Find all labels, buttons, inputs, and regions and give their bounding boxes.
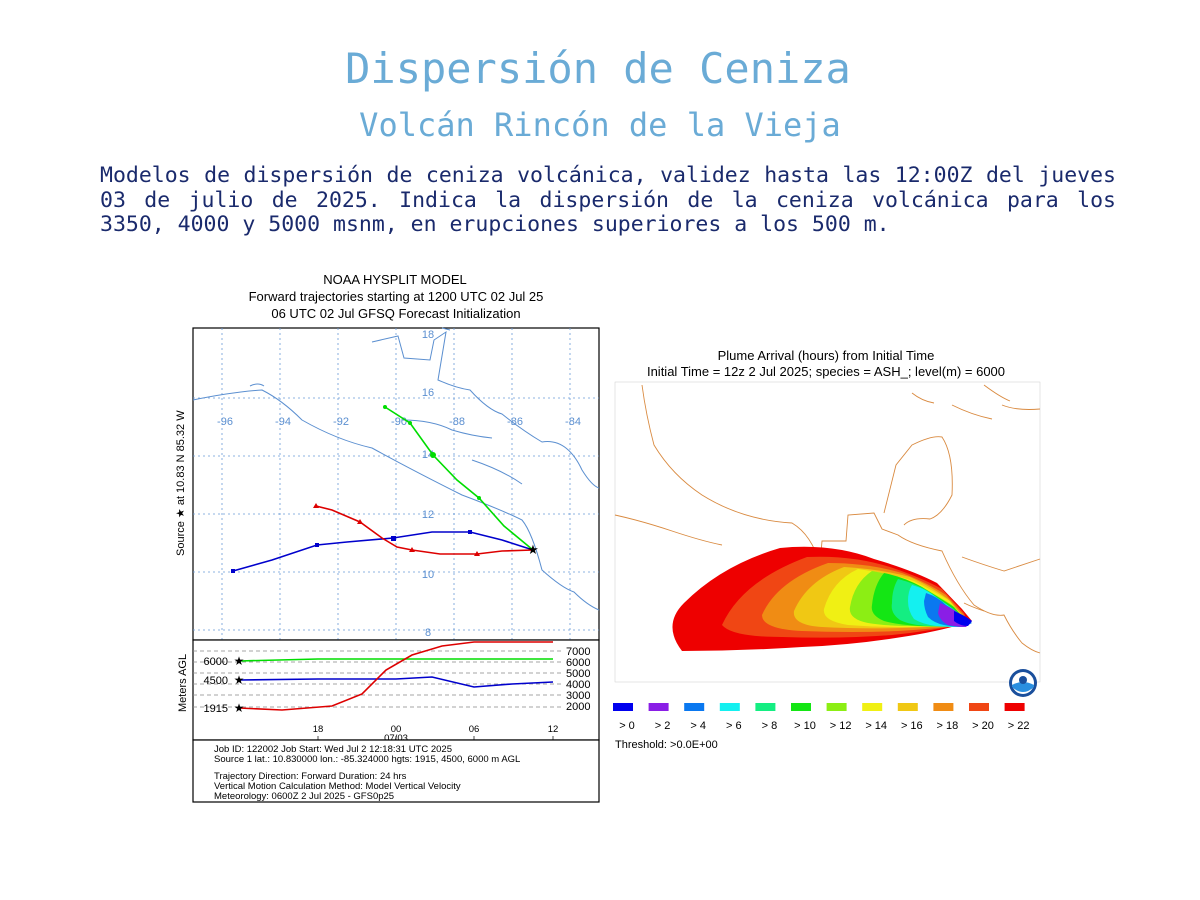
lat-label-18: 18 (422, 329, 434, 341)
legend-label-2: > 4 (690, 720, 706, 732)
time-label-00: 00 (391, 724, 402, 735)
job-info-line-5: Meteorology: 0600Z 2 Jul 2025 - GFS0p25 (214, 791, 394, 802)
legend-swatch-3 (719, 703, 740, 711)
height-left-4500: 4500 (204, 675, 228, 687)
hysplit-trajectory-figure: NOAA HYSPLIT MODEL Forward trajectories … (172, 270, 604, 804)
lon-label-94: -94 (275, 416, 291, 428)
trajectory-title-line-3: 06 UTC 02 Jul GFSQ Forecast Initializati… (271, 306, 520, 321)
trajectory-title-line-1: NOAA HYSPLIT MODEL (323, 272, 467, 287)
start-star-4500-icon: ★ (234, 673, 245, 687)
lat-label-8: 8 (425, 627, 431, 639)
legend-label-4: > 8 (762, 720, 778, 732)
height-right-6000: 6000 (566, 657, 590, 669)
page-title: Dispersión de Ceniza (345, 44, 851, 93)
plume-title-line-2: Initial Time = 12z 2 Jul 2025; species =… (647, 364, 1005, 379)
legend-swatch-4 (755, 703, 776, 711)
trajectory-1915m-height (238, 641, 553, 711)
vertical-axis-label: Meters AGL (177, 654, 189, 712)
height-right-7000: 7000 (566, 646, 590, 658)
legend-swatch-11 (1004, 703, 1025, 711)
legend-swatch-5 (791, 703, 811, 711)
threshold-label: Threshold: >0.0E+00 (615, 739, 718, 751)
page-subtitle: Volcán Rincón de la Vieja (359, 106, 841, 144)
time-label-12: 12 (548, 724, 559, 735)
time-label-18: 18 (313, 724, 324, 735)
legend-swatch-10 (969, 703, 989, 711)
legend-swatch-7 (862, 703, 883, 711)
height-left-6000: 6000 (204, 656, 228, 668)
legend-label-8: > 16 (901, 720, 923, 732)
lat-label-16: 16 (422, 387, 434, 399)
legend-label-0: > 0 (619, 720, 635, 732)
legend-swatch-6 (826, 703, 847, 711)
legend-swatch-1 (648, 703, 669, 711)
lon-label-90: -90 (391, 416, 407, 428)
job-info-line-1: Job ID: 122002 Job Start: Wed Jul 2 12:1… (214, 744, 452, 755)
map-gridlines (193, 328, 599, 640)
height-right-2000: 2000 (566, 701, 590, 713)
source-label: Source ★ at 10.83 N 85.32 W (175, 410, 187, 556)
job-info-line-3: Trajectory Direction: Forward Duration: … (214, 771, 407, 782)
legend-label-11: > 22 (1008, 720, 1030, 732)
trajectory-title-line-2: Forward trajectories starting at 1200 UT… (249, 289, 544, 304)
height-left-1915: 1915 (204, 703, 228, 715)
lon-label-84: -84 (565, 416, 581, 428)
start-star-6000-icon: ★ (234, 654, 245, 668)
plume-title-line-1: Plume Arrival (hours) from Initial Time (718, 348, 935, 363)
legend-label-9: > 18 (937, 720, 959, 732)
legend-label-5: > 10 (794, 720, 816, 732)
time-label-06: 06 (469, 724, 480, 735)
legend-label-10: > 20 (972, 720, 994, 732)
lat-label-10: 10 (422, 569, 434, 581)
legend-swatch-8 (897, 703, 918, 711)
date-label: 07/03 (384, 733, 408, 744)
job-info-line-2: Source 1 lat.: 10.830000 lon.: -85.32400… (214, 754, 520, 765)
plume-arrival-figure: Plume Arrival (hours) from Initial Time … (612, 345, 1044, 755)
job-info-line-4: Vertical Motion Calculation Method: Mode… (214, 781, 461, 792)
height-right-5000: 5000 (566, 668, 590, 680)
legend-swatch-9 (933, 703, 954, 711)
height-right-3000: 3000 (566, 690, 590, 702)
legend-label-1: > 2 (655, 720, 671, 732)
trajectory-4500m-height (238, 676, 554, 688)
legend-swatch-0 (613, 703, 633, 711)
lon-label-86: -86 (507, 416, 523, 428)
legend-label-3: > 6 (726, 720, 742, 732)
description-paragraph: Modelos de dispersión de ceniza volcánic… (100, 163, 1116, 237)
legend-label-6: > 12 (830, 720, 852, 732)
ash-plume (672, 546, 972, 651)
plume-legend: > 0 > 2 > 4 > 6 > 8 > 10 > 12 > 14 > 16 > 18 > 20 >… (613, 703, 1029, 732)
map-coastlines (192, 327, 600, 611)
trajectory-1915m-map (315, 505, 534, 555)
start-star-1915-icon: ★ (234, 701, 245, 715)
source-star-icon: ★ (527, 542, 539, 557)
job-info-box (192, 739, 600, 803)
noaa-logo (1009, 669, 1037, 697)
height-right-4000: 4000 (566, 679, 590, 691)
lon-label-96: -96 (217, 416, 233, 428)
lat-label-12: 12 (422, 509, 434, 521)
trajectory-6000m-height (238, 658, 553, 662)
legend-label-7: > 14 (865, 720, 887, 732)
plume-map-coastlines (614, 384, 1041, 654)
legend-swatch-2 (684, 703, 705, 711)
lon-label-88: -88 (449, 416, 465, 428)
lon-label-92: -92 (333, 416, 349, 428)
